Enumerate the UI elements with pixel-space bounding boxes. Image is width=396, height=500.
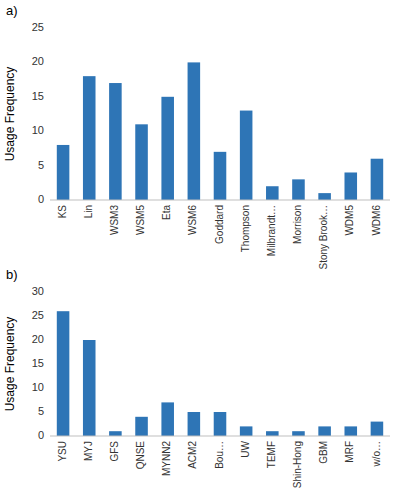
x-tick-label: Goddard bbox=[214, 205, 225, 244]
y-tick bbox=[47, 340, 50, 341]
y-tick-label: 5 bbox=[38, 159, 44, 171]
bar bbox=[266, 186, 279, 200]
x-tick-label: KS bbox=[57, 205, 68, 219]
bar bbox=[57, 145, 70, 200]
y-tick bbox=[47, 62, 50, 63]
y-axis-label: Usage Frequency bbox=[3, 317, 17, 412]
panel: a) Usage Frequency 0 5 10 15 20 25 KS Lin WSM3 WSM5… bbox=[3, 3, 390, 269]
y-tick bbox=[47, 200, 50, 201]
bar bbox=[371, 422, 384, 436]
bar bbox=[57, 311, 70, 436]
y-tick bbox=[47, 388, 50, 389]
y-tick-label: 15 bbox=[32, 90, 44, 102]
bar bbox=[292, 179, 305, 200]
x-tick-label: Stony Brook… bbox=[318, 205, 329, 269]
x-tick-label: ACM2 bbox=[187, 441, 198, 469]
x-tick-label: YSU bbox=[57, 441, 68, 462]
bar bbox=[161, 402, 174, 436]
x-tick-label: WSM5 bbox=[135, 205, 146, 235]
bar bbox=[214, 152, 227, 200]
x-tick-label: Milbrandt… bbox=[266, 205, 277, 256]
y-tick-label: 10 bbox=[32, 381, 44, 393]
x-tick-label: Shin-Hong bbox=[292, 441, 303, 488]
bar bbox=[318, 426, 331, 436]
y-tick bbox=[47, 412, 50, 413]
bar bbox=[188, 62, 201, 200]
bar bbox=[318, 193, 331, 200]
bar bbox=[344, 426, 357, 436]
x-tick-label: MYJ bbox=[83, 441, 94, 461]
x-tick-label: MRF bbox=[344, 441, 355, 463]
y-tick-label: 0 bbox=[38, 193, 44, 205]
bar bbox=[292, 431, 305, 436]
bars bbox=[57, 62, 383, 200]
bar bbox=[240, 426, 253, 436]
bar bbox=[83, 76, 96, 200]
panel: b) Usage Frequency 0 5 10 15 20 25 30 YSU MYJ GFS QN… bbox=[3, 267, 390, 488]
x-tick-label: MYNN2 bbox=[161, 441, 172, 476]
x-tick-label: WDM6 bbox=[371, 205, 382, 236]
x-tick-label: TEMF bbox=[266, 441, 277, 468]
bar bbox=[109, 431, 122, 436]
bar bbox=[214, 412, 227, 436]
y-tick bbox=[47, 165, 50, 166]
bar bbox=[161, 97, 174, 200]
y-tick-label: 20 bbox=[32, 55, 44, 67]
x-tick-label: WDM5 bbox=[344, 205, 355, 236]
x-tick-label: Lin bbox=[83, 205, 94, 218]
bar bbox=[83, 340, 96, 436]
y-tick bbox=[47, 316, 50, 317]
y-tick bbox=[47, 292, 50, 293]
y-tick bbox=[47, 131, 50, 132]
y-tick-label: 20 bbox=[32, 333, 44, 345]
x-tick-label: w/o… bbox=[371, 441, 382, 468]
x-tick-label: Bou… bbox=[214, 441, 225, 469]
y-tick bbox=[47, 28, 50, 29]
bar bbox=[135, 124, 148, 200]
bar bbox=[371, 159, 384, 200]
x-tick-label: WSM6 bbox=[187, 205, 198, 235]
bar bbox=[344, 172, 357, 200]
panel-label: a) bbox=[6, 3, 18, 18]
bar bbox=[109, 83, 122, 200]
bar bbox=[240, 111, 253, 200]
figure: a) Usage Frequency 0 5 10 15 20 25 KS Lin WSM3 WSM5… bbox=[0, 0, 396, 500]
x-tick-label: Morrison bbox=[292, 205, 303, 244]
x-axis-line bbox=[50, 200, 390, 201]
y-tick bbox=[47, 436, 50, 437]
y-tick-label: 5 bbox=[38, 405, 44, 417]
panel-label: b) bbox=[6, 267, 18, 282]
y-tick-label: 0 bbox=[38, 429, 44, 441]
x-tick-label: WSM3 bbox=[109, 205, 120, 235]
x-tick-label: QNSE bbox=[135, 441, 146, 470]
y-tick bbox=[47, 96, 50, 97]
bars bbox=[57, 311, 383, 436]
y-tick-label: 10 bbox=[32, 124, 44, 136]
y-tick-label: 15 bbox=[32, 357, 44, 369]
y-tick bbox=[47, 364, 50, 365]
x-tick-label: Thompson bbox=[240, 205, 251, 252]
x-tick-label: Eta bbox=[161, 205, 172, 220]
x-tick-label: GFS bbox=[109, 441, 120, 462]
y-tick-label: 30 bbox=[32, 285, 44, 297]
y-tick-label: 25 bbox=[32, 309, 44, 321]
x-tick-label: GBM bbox=[318, 441, 329, 464]
x-axis-line bbox=[50, 436, 390, 437]
bar bbox=[188, 412, 201, 436]
y-axis-label: Usage Frequency bbox=[3, 67, 17, 162]
bar bbox=[266, 431, 279, 436]
bar bbox=[135, 417, 148, 436]
y-tick-label: 25 bbox=[32, 21, 44, 33]
x-tick-label: UW bbox=[240, 440, 251, 457]
